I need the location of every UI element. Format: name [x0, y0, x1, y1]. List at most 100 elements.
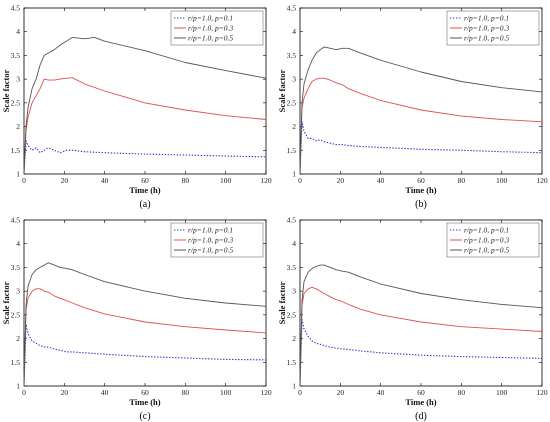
legend-entry: r/p=1.0, p=0.5	[188, 34, 233, 43]
y-tick-label: 3	[16, 287, 20, 296]
y-tick-label: 2.5	[11, 310, 21, 319]
x-tick-label: 60	[417, 176, 425, 185]
chart-panel-0: 0 20 40 60 80 100 120 1 1.5 2 2.5 3 3.5 4 4.5 r/p=1.0, …	[1, 4, 272, 211]
y-tick-label: 4.5	[287, 4, 297, 13]
x-tick-label: 120	[536, 388, 548, 397]
legend-box	[446, 10, 540, 46]
chart-panel-2: 0 20 40 60 80 100 120 1 1.5 2 2.5 3 3.5 4 4.5 r/p=1.0, …	[1, 216, 272, 422]
x-tick-label: 20	[61, 388, 69, 397]
x-tick-label: 40	[377, 176, 385, 185]
series-line-0	[299, 121, 543, 175]
y-tick-label: 1.5	[11, 146, 21, 155]
legend-box	[446, 222, 540, 258]
y-tick-label: 2.5	[11, 98, 21, 107]
x-tick-label: 120	[536, 176, 548, 185]
y-tick-label: 3.5	[287, 263, 297, 272]
y-tick-label: 1	[16, 382, 20, 391]
x-tick-label: 100	[496, 388, 508, 397]
series-line-1	[299, 286, 543, 387]
legend-entry: r/p=1.0, p=0.1	[464, 14, 509, 23]
legend-box	[170, 222, 264, 258]
legend-entry: r/p=1.0, p=0.5	[464, 34, 509, 43]
y-tick-label: 2.5	[287, 98, 297, 107]
y-axis-label: Scale factor	[1, 69, 11, 112]
x-tick-label: 60	[417, 388, 425, 397]
y-tick-label: 2.5	[287, 310, 297, 319]
x-tick-label: 120	[260, 176, 272, 185]
panel-label: (c)	[139, 411, 150, 422]
x-tick-label: 40	[101, 176, 109, 185]
series-line-0	[23, 323, 267, 387]
x-tick-label: 0	[298, 388, 302, 397]
x-tick-label: 60	[141, 388, 149, 397]
x-axis-label: Time (h)	[129, 397, 160, 407]
series-line-1	[23, 288, 267, 387]
series-line-1	[299, 77, 543, 175]
x-tick-label: 20	[337, 388, 345, 397]
y-tick-label: 4	[16, 239, 20, 248]
panel-label: (a)	[139, 199, 150, 210]
series-line-2	[299, 264, 543, 387]
x-tick-label: 100	[220, 388, 232, 397]
y-tick-label: 1.5	[287, 358, 297, 367]
y-tick-label: 4.5	[11, 216, 21, 225]
chart-panel-1: 0 20 40 60 80 100 120 1 1.5 2 2.5 3 3.5 4 4.5 r/p=1.0, …	[277, 4, 548, 211]
legend-box	[170, 10, 264, 46]
y-tick-label: 3	[292, 75, 296, 84]
x-tick-label: 80	[458, 176, 466, 185]
y-tick-label: 4	[16, 27, 20, 36]
y-tick-label: 4	[292, 239, 296, 248]
series-line-2	[299, 46, 543, 175]
legend-entry: r/p=1.0, p=0.1	[188, 14, 233, 23]
legend-entry: r/p=1.0, p=0.5	[464, 246, 509, 255]
y-tick-label: 2	[16, 122, 20, 131]
y-tick-label: 4.5	[287, 216, 297, 225]
y-tick-label: 1.5	[11, 358, 21, 367]
y-tick-label: 3.5	[11, 51, 21, 60]
x-tick-label: 20	[61, 176, 69, 185]
y-tick-label: 3	[16, 75, 20, 84]
x-tick-label: 40	[377, 388, 385, 397]
series-line-1	[23, 77, 267, 175]
x-tick-label: 20	[337, 176, 345, 185]
x-tick-label: 40	[101, 388, 109, 397]
y-tick-label: 1.5	[287, 146, 297, 155]
series-line-0	[23, 140, 267, 175]
y-tick-label: 2	[292, 334, 296, 343]
panel-label: (b)	[415, 199, 427, 210]
x-tick-label: 80	[458, 388, 466, 397]
series-line-2	[23, 262, 267, 387]
panel-label: (d)	[415, 411, 427, 422]
x-tick-label: 100	[496, 176, 508, 185]
legend-entry: r/p=1.0, p=0.3	[464, 24, 509, 33]
chart-panel-3: 0 20 40 60 80 100 120 1 1.5 2 2.5 3 3.5 4 4.5 r/p=1.0, …	[277, 216, 548, 422]
x-tick-label: 80	[182, 388, 190, 397]
y-tick-label: 4	[292, 27, 296, 36]
y-tick-label: 1	[16, 170, 20, 179]
legend-entry: r/p=1.0, p=0.5	[188, 246, 233, 255]
y-tick-label: 1	[292, 170, 296, 179]
y-axis-label: Scale factor	[1, 281, 11, 324]
x-tick-label: 60	[141, 176, 149, 185]
x-tick-label: 0	[22, 388, 26, 397]
y-axis-label: Scale factor	[277, 69, 287, 112]
y-tick-label: 2	[16, 334, 20, 343]
y-tick-label: 3.5	[287, 51, 297, 60]
y-tick-label: 2	[292, 122, 296, 131]
x-tick-label: 100	[220, 176, 232, 185]
x-tick-label: 80	[182, 176, 190, 185]
y-axis-label: Scale factor	[277, 281, 287, 324]
y-tick-label: 3	[292, 287, 296, 296]
y-tick-label: 3.5	[11, 263, 21, 272]
x-axis-label: Time (h)	[405, 397, 436, 407]
x-tick-label: 0	[22, 176, 26, 185]
legend-entry: r/p=1.0, p=0.3	[188, 236, 233, 245]
legend-entry: r/p=1.0, p=0.3	[464, 236, 509, 245]
x-tick-label: 0	[298, 176, 302, 185]
x-axis-label: Time (h)	[129, 185, 160, 195]
y-tick-label: 1	[292, 382, 296, 391]
series-line-2	[23, 36, 267, 175]
x-tick-label: 120	[260, 388, 272, 397]
legend-entry: r/p=1.0, p=0.1	[188, 226, 233, 235]
